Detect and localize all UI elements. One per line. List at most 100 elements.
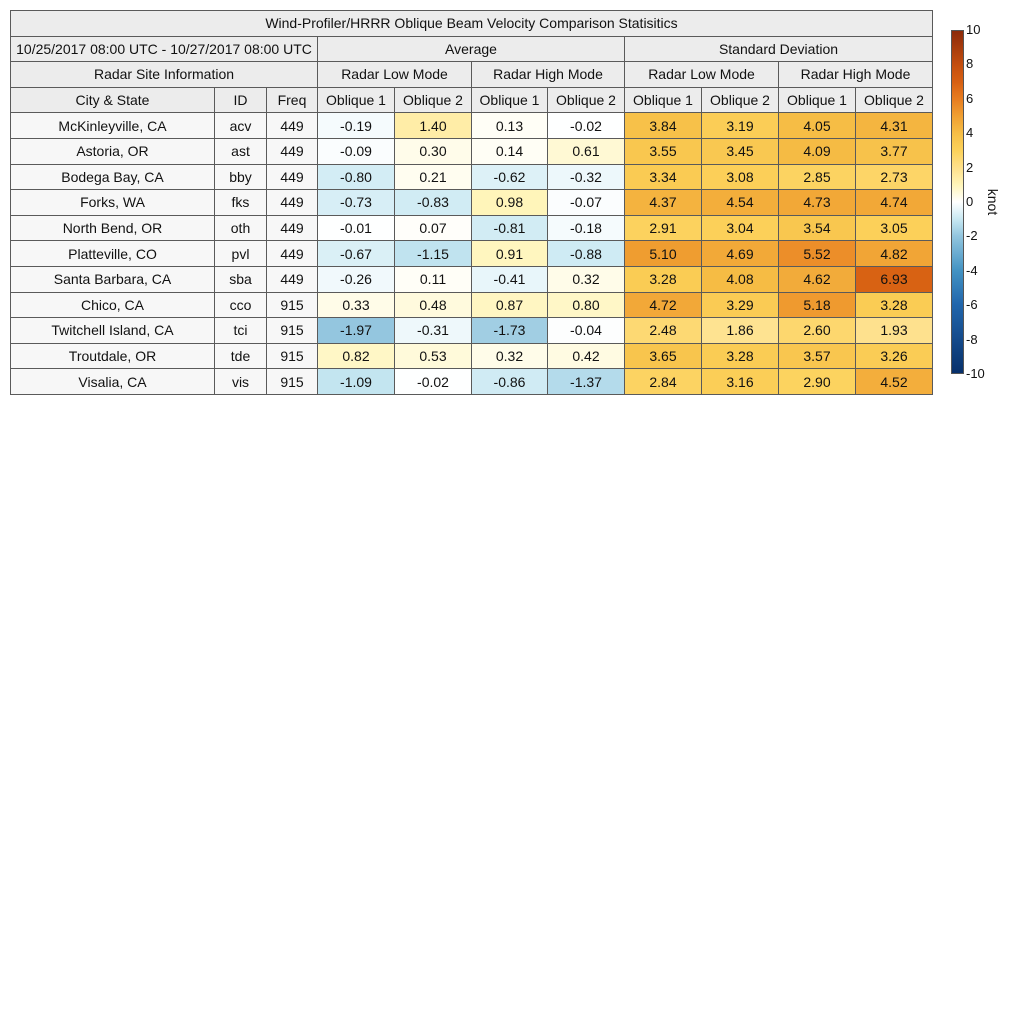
colorbar-tick-label: -2 (966, 228, 978, 244)
value-cell: 2.60 (778, 317, 856, 344)
site-id-cell: vis (214, 368, 267, 395)
standard-deviation-header: Standard Deviation (624, 35, 933, 63)
value-cell: 4.05 (778, 112, 856, 139)
oblique-column-header: Oblique 1 (778, 86, 856, 114)
colorbar-tick-label: 8 (966, 56, 974, 72)
colorbar-tick-label: 10 (966, 22, 981, 37)
oblique-column-header: Oblique 1 (471, 86, 548, 114)
city-cell: Chico, CA (10, 291, 215, 319)
id-header: ID (214, 86, 267, 114)
value-cell: -0.04 (547, 317, 625, 344)
site-id-cell: pvl (214, 240, 267, 267)
value-cell: 2.91 (624, 214, 702, 242)
frequency-cell: 449 (266, 214, 318, 242)
site-id-cell: ast (214, 137, 267, 165)
value-cell: 3.28 (855, 291, 933, 319)
value-cell: -1.97 (317, 317, 395, 344)
value-cell: -0.07 (547, 189, 625, 216)
value-cell: 2.84 (624, 368, 702, 395)
value-cell: -1.09 (317, 368, 395, 395)
value-cell: 5.18 (778, 291, 856, 319)
value-cell: 0.32 (547, 265, 625, 293)
value-cell: 3.08 (701, 163, 779, 191)
value-cell: 0.87 (471, 291, 548, 319)
city-cell: Platteville, CO (10, 240, 215, 267)
value-cell: 4.62 (778, 265, 856, 293)
value-cell: 4.54 (701, 189, 779, 216)
value-cell: -0.80 (317, 163, 395, 191)
value-cell: -0.88 (547, 240, 625, 267)
value-cell: 0.82 (317, 342, 395, 370)
value-cell: 4.09 (778, 137, 856, 165)
oblique-column-header: Oblique 1 (317, 86, 395, 114)
value-cell: 4.08 (701, 265, 779, 293)
value-cell: -0.86 (471, 368, 548, 395)
colorbar-tick-label: -4 (966, 262, 978, 278)
site-info-header: Radar Site Information (10, 61, 318, 88)
value-cell: 1.40 (394, 112, 472, 139)
value-cell: 0.48 (394, 291, 472, 319)
city-cell: Bodega Bay, CA (10, 163, 215, 191)
city-cell: Santa Barbara, CA (10, 265, 215, 293)
value-cell: 4.73 (778, 189, 856, 216)
colorbar-tick-label: 2 (966, 159, 974, 175)
statistics-table: Wind-Profiler/HRRR Oblique Beam Velocity… (10, 10, 933, 395)
value-cell: 3.34 (624, 163, 702, 191)
colorbar-tick-label: -10 (966, 366, 985, 381)
value-cell: 3.29 (701, 291, 779, 319)
frequency-cell: 915 (266, 342, 318, 370)
average-header: Average (317, 35, 625, 63)
city-cell: Troutdale, OR (10, 342, 215, 370)
value-cell: -0.41 (471, 265, 548, 293)
value-cell: 3.54 (778, 214, 856, 242)
value-cell: -0.32 (547, 163, 625, 191)
column-header-row: City & State ID Freq Oblique 1 Oblique 2 Obli… (10, 86, 933, 114)
value-cell: -0.01 (317, 214, 395, 242)
frequency-cell: 449 (266, 265, 318, 293)
site-id-cell: oth (214, 214, 267, 242)
value-cell: -0.67 (317, 240, 395, 267)
frequency-cell: 449 (266, 240, 318, 267)
table-row: Troutdale, OR tde 915 0.82 0.53 0.32 0.42 3.65 3… (10, 342, 933, 370)
site-id-cell: bby (214, 163, 267, 191)
table-row: Forks, WA fks 449 -0.73 -0.83 0.98 -0.07 4.37 4.… (10, 189, 933, 216)
colorbar-tick-label: 6 (966, 90, 974, 106)
value-cell: 5.10 (624, 240, 702, 267)
value-cell: -0.62 (471, 163, 548, 191)
colorbar-tick-label: -6 (966, 297, 978, 313)
oblique-column-header: Oblique 2 (394, 86, 472, 114)
value-cell: 1.86 (701, 317, 779, 344)
value-cell: 0.42 (547, 342, 625, 370)
value-cell: -1.37 (547, 368, 625, 395)
colorbar-tick-label: 0 (966, 194, 974, 209)
value-cell: 0.11 (394, 265, 472, 293)
city-cell: Visalia, CA (10, 368, 215, 395)
value-cell: 0.91 (471, 240, 548, 267)
value-cell: 4.74 (855, 189, 933, 216)
value-cell: -0.73 (317, 189, 395, 216)
group-header-row: 10/25/2017 08:00 UTC - 10/27/2017 08:00 … (10, 35, 933, 63)
value-cell: 0.07 (394, 214, 472, 242)
value-cell: -0.31 (394, 317, 472, 344)
title-row: Wind-Profiler/HRRR Oblique Beam Velocity… (10, 10, 933, 37)
table-row: Twitchell Island, CA tci 915 -1.97 -0.31 -1.7… (10, 317, 933, 344)
value-cell: -1.15 (394, 240, 472, 267)
value-cell: 0.21 (394, 163, 472, 191)
oblique-column-header: Oblique 2 (547, 86, 625, 114)
value-cell: 0.32 (471, 342, 548, 370)
freq-header: Freq (266, 86, 318, 114)
table-row: Platteville, CO pvl 449 -0.67 -1.15 0.91 -0.88… (10, 240, 933, 267)
date-range-label: 10/25/2017 08:00 UTC - 10/27/2017 08:00 … (10, 35, 318, 63)
stddev-high-mode-header: Radar High Mode (778, 61, 933, 88)
value-cell: -0.19 (317, 112, 395, 139)
value-cell: 2.73 (855, 163, 933, 191)
value-cell: 4.69 (701, 240, 779, 267)
value-cell: 0.53 (394, 342, 472, 370)
colorbar-tick-label: 4 (966, 125, 974, 141)
table-row: Chico, CA cco 915 0.33 0.48 0.87 0.80 4.72 3.29 5… (10, 291, 933, 319)
colorbar-unit-label: knot (985, 188, 1001, 216)
site-id-cell: fks (214, 189, 267, 216)
stddev-low-mode-header: Radar Low Mode (624, 61, 779, 88)
table-row: Astoria, OR ast 449 -0.09 0.30 0.14 0.61 3.55 3.… (10, 137, 933, 165)
